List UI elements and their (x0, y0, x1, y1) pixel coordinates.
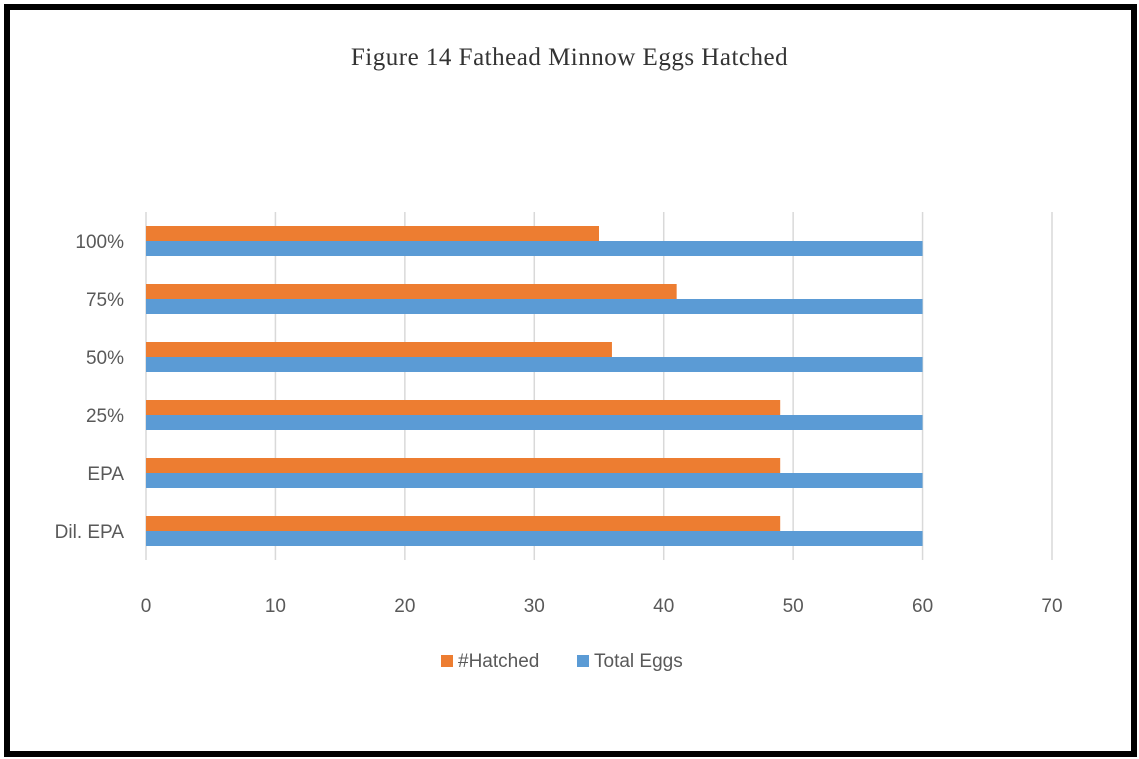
bar-total-eggs-5 (146, 531, 923, 546)
bar-hatched-1 (146, 284, 677, 299)
y-tick-label: 50% (86, 348, 124, 369)
bar-total-eggs-2 (146, 357, 923, 372)
x-tick-label: 70 (1041, 596, 1062, 617)
x-tick-label: 40 (653, 596, 674, 617)
x-tick-label: 10 (265, 596, 286, 617)
bar-total-eggs-1 (146, 299, 923, 314)
bar-hatched-4 (146, 458, 781, 473)
legend: #Hatched Total Eggs (441, 651, 683, 672)
y-tick-label: 25% (86, 406, 124, 427)
legend-swatch (577, 655, 589, 667)
gridlines (145, 212, 1053, 560)
bar-total-eggs-0 (146, 241, 923, 256)
bar-hatched-2 (146, 342, 612, 357)
x-tick-label: 30 (524, 596, 545, 617)
bar-total-eggs-4 (146, 473, 923, 488)
legend-swatch (441, 655, 453, 667)
bar-hatched-5 (146, 516, 781, 531)
bar-hatched-3 (146, 400, 781, 415)
y-tick-label: Dil. EPA (55, 522, 125, 543)
bars (146, 226, 923, 546)
chart-frame (4, 4, 1137, 757)
y-tick-label: 100% (75, 232, 124, 253)
x-tick-label: 50 (783, 596, 804, 617)
y-tick-label: EPA (87, 464, 124, 485)
y-tick-labels: 100% 75% 50% 25% EPA Dil. EPA (55, 232, 125, 543)
y-tick-label: 75% (86, 290, 124, 311)
x-tick-labels: 0 10 20 30 40 50 60 70 (141, 596, 1063, 617)
bar-hatched-0 (146, 226, 599, 241)
legend-label: Total Eggs (594, 651, 683, 672)
x-tick-label: 60 (912, 596, 933, 617)
bar-total-eggs-3 (146, 415, 923, 430)
chart-title: Figure 14 Fathead Minnow Eggs Hatched (350, 44, 789, 71)
legend-label: #Hatched (458, 651, 539, 672)
x-tick-label: 0 (141, 596, 152, 617)
x-tick-label: 20 (394, 596, 415, 617)
